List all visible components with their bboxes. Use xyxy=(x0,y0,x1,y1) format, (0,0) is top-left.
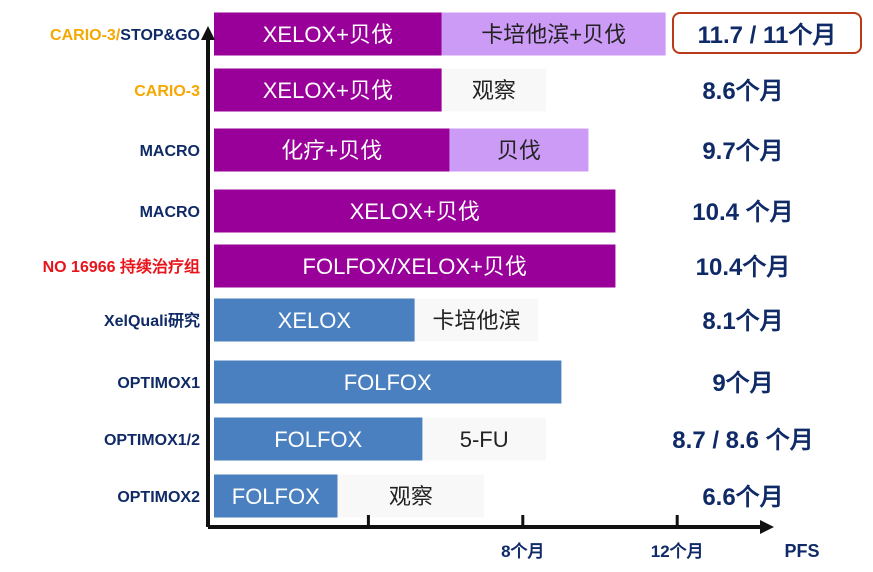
bar-segment-label: 贝伐 xyxy=(497,138,541,163)
pfs-value: 8.7 / 8.6 个月 xyxy=(672,427,813,454)
bar-segment xyxy=(422,417,546,461)
category-label-part: OPTIMOX1/2 xyxy=(104,432,200,449)
bar-segment xyxy=(214,12,442,56)
pfs-value: 9个月 xyxy=(712,370,773,397)
category-label: OPTIMOX2 xyxy=(117,489,200,506)
bar-segment-label: XELOX+贝伐 xyxy=(263,22,393,47)
pfs-value: 6.6个月 xyxy=(702,484,783,511)
bar-segment-label: FOLFOX xyxy=(232,484,320,509)
bar-segment xyxy=(449,128,589,172)
bar-segment-label: XELOX+贝伐 xyxy=(350,199,480,224)
category-label: MACRO xyxy=(140,143,200,160)
bar-segment-label: 卡培他滨+贝伐 xyxy=(481,22,626,47)
pfs-highlight-box xyxy=(672,12,862,54)
bar-segment xyxy=(441,12,666,56)
bar-segment-label: XELOX xyxy=(278,308,352,333)
category-label-part: MACRO xyxy=(140,143,200,160)
bar-segment xyxy=(214,189,616,233)
bar-segment xyxy=(214,68,442,112)
bar-segment xyxy=(214,128,450,172)
bar-segment-label: 卡培他滨 xyxy=(432,308,520,333)
category-label-part: MACRO xyxy=(140,204,200,221)
bar-segment xyxy=(337,474,485,518)
bar-segment-label: 5-FU xyxy=(460,427,509,452)
x-tick-label: 8个月 xyxy=(501,541,544,561)
pfs-value: 10.4个月 xyxy=(696,254,791,281)
bar-segment-label: 观察 xyxy=(389,484,433,509)
category-label-part: STOP&GO xyxy=(120,27,200,44)
bar-segment xyxy=(214,298,415,342)
bar-segment xyxy=(414,298,539,342)
category-label: XelQuali研究 xyxy=(104,311,200,330)
bar-segment-label: FOLFOX xyxy=(274,427,362,452)
bar-segment-label: 观察 xyxy=(472,78,516,103)
pfs-value: 8.1个月 xyxy=(702,308,783,335)
x-tick-label: 12个月 xyxy=(651,541,704,561)
x-axis-title: PFS xyxy=(784,541,819,561)
category-label-part: OPTIMOX2 xyxy=(117,489,200,506)
category-label: OPTIMOX1/2 xyxy=(104,432,200,449)
category-label: NO 16966 持续治疗组 xyxy=(43,257,200,276)
bar-segment xyxy=(214,360,562,404)
x-axis-arrow xyxy=(760,520,774,534)
category-label-part: NO 16966 持续治疗组 xyxy=(43,257,200,276)
pfs-value: 10.4 个月 xyxy=(692,199,793,226)
category-label: CARIO-3 xyxy=(134,83,200,100)
bar-segment xyxy=(214,474,338,518)
bar-segment-label: FOLFOX xyxy=(344,370,432,395)
pfs-value: 8.6个月 xyxy=(702,78,783,105)
pfs-value: 11.7 / 11个月 xyxy=(698,22,837,49)
category-label-part: CARIO-3 xyxy=(134,83,200,100)
category-label-part: OPTIMOX1 xyxy=(117,375,200,392)
bar-segment xyxy=(441,68,546,112)
category-label: CARIO-3/STOP&GO xyxy=(50,27,200,44)
bar-segment-label: FOLFOX/XELOX+贝伐 xyxy=(303,254,527,279)
y-axis-arrow xyxy=(201,26,215,40)
pfs-value: 9.7个月 xyxy=(702,138,783,165)
bar-segment-label: XELOX+贝伐 xyxy=(263,78,393,103)
category-label: MACRO xyxy=(140,204,200,221)
category-label-part: XelQuali研究 xyxy=(104,311,200,330)
bar-segment-label: 化疗+贝伐 xyxy=(281,138,382,163)
category-label-part: CARIO-3/ xyxy=(50,27,121,44)
bar-segment xyxy=(214,417,423,461)
bar-segment xyxy=(214,244,616,288)
category-label: OPTIMOX1 xyxy=(117,375,200,392)
